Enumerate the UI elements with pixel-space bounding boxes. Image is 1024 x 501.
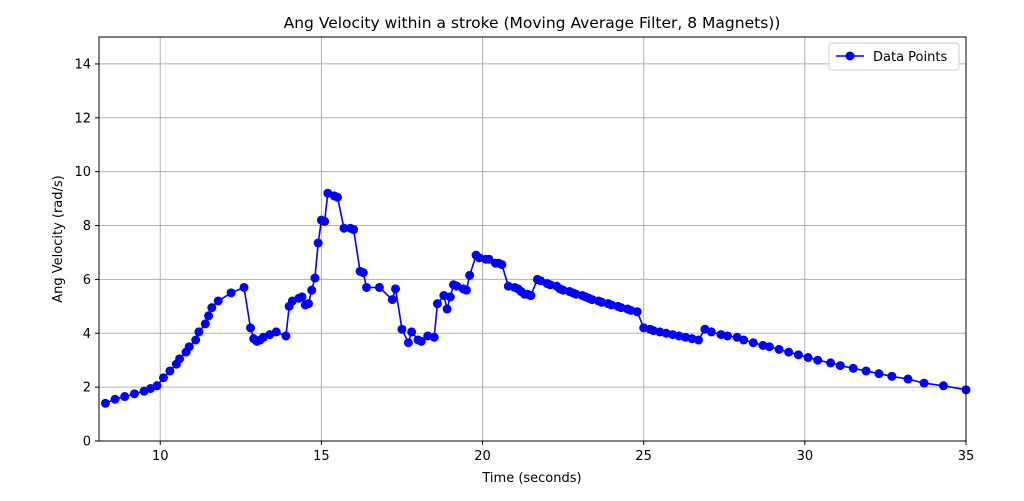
data-point: [207, 303, 217, 313]
data-point: [391, 284, 401, 294]
data-point: [245, 323, 255, 333]
y-tick-label: 4: [83, 327, 91, 342]
data-point: [739, 335, 749, 345]
data-point: [903, 374, 913, 384]
x-tick-label: 15: [313, 449, 330, 464]
y-axis-title: Ang Velocity (rad/s): [51, 175, 66, 303]
data-point: [813, 355, 823, 365]
data-point: [158, 373, 168, 383]
y-tick-label: 0: [83, 435, 91, 450]
data-point: [310, 273, 320, 283]
data-point: [333, 192, 343, 202]
data-point: [874, 369, 884, 379]
data-point: [175, 354, 185, 364]
data-point: [403, 338, 413, 348]
data-point: [362, 282, 372, 292]
data-point: [835, 361, 845, 371]
data-point: [826, 358, 836, 368]
data-point: [303, 299, 313, 309]
data-point: [632, 307, 642, 317]
y-tick-label: 6: [83, 273, 91, 288]
y-tick-label: 12: [74, 111, 91, 126]
data-point: [281, 331, 291, 341]
data-point: [120, 392, 130, 402]
data-point: [152, 381, 162, 391]
data-point: [848, 363, 858, 373]
data-point: [239, 282, 249, 292]
data-point: [339, 223, 349, 233]
x-tick-label: 10: [152, 449, 169, 464]
data-point: [919, 378, 929, 388]
data-point: [213, 296, 223, 306]
data-point: [374, 282, 384, 292]
data-point: [110, 394, 120, 404]
legend: Data Points: [828, 42, 960, 71]
data-point: [313, 238, 323, 248]
x-tick-label: 35: [958, 449, 975, 464]
data-point: [748, 338, 758, 348]
data-point: [432, 299, 442, 309]
x-tick-label: 25: [635, 449, 652, 464]
data-point: [226, 288, 236, 298]
data-point: [793, 350, 803, 360]
data-point: [938, 381, 948, 391]
x-axis-title: Time (seconds): [481, 471, 581, 486]
data-point: [349, 225, 359, 235]
series-layer: [100, 188, 971, 408]
data-point: [861, 366, 871, 376]
y-tick-label: 14: [74, 57, 91, 72]
data-point: [297, 292, 307, 302]
data-point: [497, 260, 507, 270]
data-point: [774, 344, 784, 354]
data-point: [204, 311, 214, 321]
data-point: [387, 295, 397, 305]
data-point: [191, 335, 201, 345]
data-point: [397, 324, 407, 334]
data-point: [429, 332, 439, 342]
y-tick-label: 2: [83, 381, 91, 396]
data-point: [526, 291, 536, 301]
data-point: [307, 285, 317, 295]
data-point: [184, 342, 194, 352]
x-tick-label: 20: [474, 449, 491, 464]
legend-box: [828, 42, 960, 71]
data-point: [484, 254, 494, 264]
y-tick-label: 10: [74, 165, 91, 180]
data-point: [407, 327, 417, 337]
y-tick-label: 8: [83, 219, 91, 234]
data-point: [461, 285, 471, 295]
data-point: [803, 353, 813, 363]
x-tick-label: 30: [797, 449, 814, 464]
tick-layer: 10 15 20 25 30 35 0 2 4 6 8 10 12 14: [74, 57, 974, 464]
plot-frame: [98, 36, 967, 442]
data-point: [358, 268, 368, 278]
chart-title: Ang Velocity within a stroke (Moving Ave…: [284, 14, 781, 32]
data-point: [445, 292, 455, 302]
data-point: [465, 270, 475, 280]
data-point: [693, 335, 703, 345]
data-point: [442, 304, 452, 314]
data-point: [722, 331, 732, 341]
data-point: [784, 347, 794, 357]
data-point: [194, 327, 204, 337]
data-point: [320, 216, 330, 226]
legend-label: Data Points: [873, 50, 947, 65]
data-point: [100, 398, 110, 408]
data-point: [165, 366, 175, 376]
data-point: [271, 327, 281, 337]
data-point: [764, 342, 774, 352]
data-point: [887, 371, 897, 381]
data-point: [416, 336, 426, 346]
data-point: [706, 327, 716, 337]
data-point: [200, 319, 210, 329]
data-point: [129, 389, 139, 399]
legend-marker-swatch: [845, 51, 855, 61]
